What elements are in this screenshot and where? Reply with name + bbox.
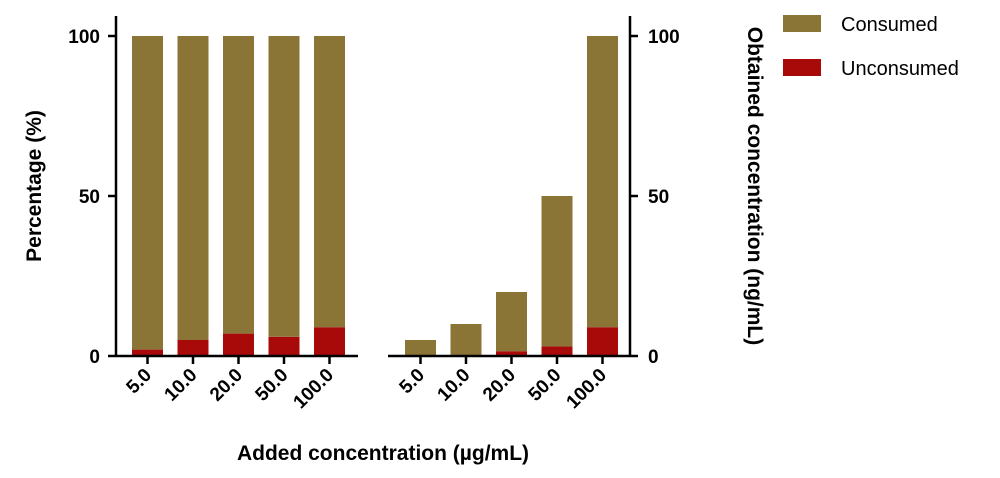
bar-unconsumed-left-2 [223,333,254,356]
x-tick-label: 20.0 [206,365,247,406]
bar-consumed-left-0 [132,36,163,350]
bars-layer [132,36,618,356]
x-tick-label: 5.0 [396,365,430,399]
x-axis-title: Added concentration (µg/mL) [237,442,529,465]
x-tick-label: 50.0 [525,365,566,406]
x-tick-label: 10.0 [434,365,475,406]
right-y-tick-label: 0 [648,347,659,368]
left-y-axis-title: Percentage (%) [23,110,46,262]
legend-label-unconsumed: Unconsumed [841,58,959,80]
bar-unconsumed-right-3 [541,346,573,356]
bar-unconsumed-left-3 [268,336,300,356]
x-tick-label: 50.0 [252,365,293,406]
bar-consumed-left-3 [268,36,300,337]
bar-consumed-right-4 [587,36,618,328]
bar-consumed-right-3 [541,196,573,347]
legend-label-consumed: Consumed [841,14,938,36]
x-tick-label: 10.0 [161,365,202,406]
legend-swatch-unconsumed [783,59,821,76]
right-y-tick-label: 100 [648,27,680,48]
bar-consumed-left-1 [177,36,209,340]
bar-consumed-right-1 [450,324,482,356]
right-y-tick-label: 50 [648,187,669,208]
left-y-tick-label: 0 [89,347,100,368]
bar-unconsumed-left-0 [132,349,163,356]
x-tick-label: 20.0 [479,365,520,406]
legend: Consumed Unconsumed [783,14,959,80]
x-tick-label: 5.0 [123,365,157,399]
bar-consumed-left-4 [314,36,345,328]
left-y-tick-label: 100 [68,27,100,48]
ticks-layer: 0 0 50 50 100 100 [68,27,679,368]
axes-layer [114,16,632,358]
bar-unconsumed-right-4 [587,327,618,356]
bar-consumed-left-2 [223,36,254,334]
legend-swatch-consumed [783,15,821,32]
bar-unconsumed-left-4 [314,327,345,356]
left-y-tick-label: 50 [79,187,100,208]
bar-consumed-right-0 [405,340,436,356]
x-tick-label: 100.0 [290,365,338,413]
right-y-axis-title: Obtained concentration (ng/mL) [743,27,766,346]
bar-unconsumed-right-2 [496,351,527,356]
bar-unconsumed-left-1 [177,340,209,356]
bar-consumed-right-2 [496,292,527,352]
x-tick-label: 100.0 [563,365,611,413]
